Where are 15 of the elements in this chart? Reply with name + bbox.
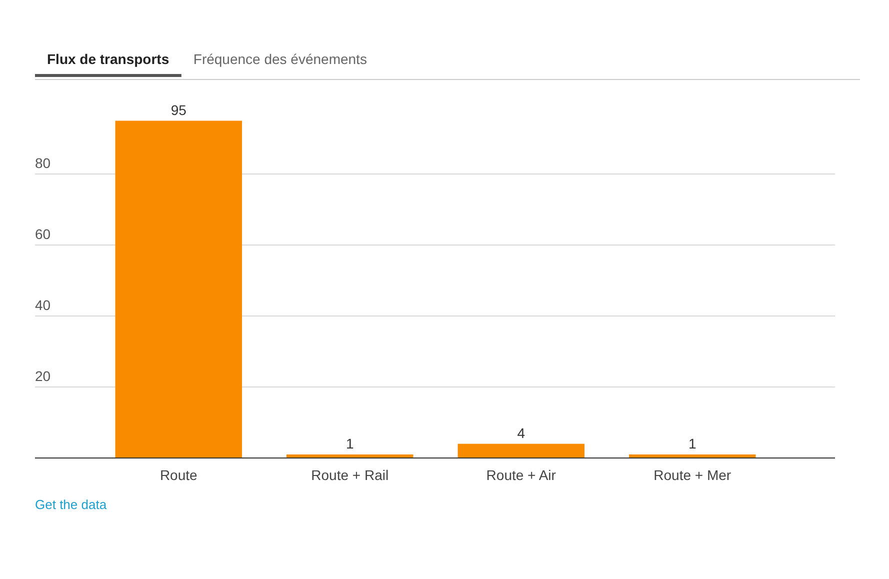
x-tick-label: Route + Mer	[654, 467, 732, 483]
y-tick-label: 80	[35, 155, 51, 171]
y-tick-label: 20	[35, 368, 51, 384]
x-tick-label: Route	[160, 467, 198, 483]
text: Fréquence des événements	[193, 51, 367, 67]
data-label: 4	[517, 424, 526, 441]
x-tick-label: Route + Air	[486, 467, 556, 483]
y-tick-label: 60	[35, 226, 51, 242]
chart-title: Flux de transports	[47, 51, 170, 67]
x-tick-label: Route + Rail	[311, 467, 389, 483]
data-label: 1	[346, 435, 354, 452]
text: Get the data	[35, 497, 108, 512]
y-tick-label: 40	[35, 297, 51, 313]
data-label: 95	[170, 102, 187, 118]
data-label: 1	[688, 435, 696, 452]
